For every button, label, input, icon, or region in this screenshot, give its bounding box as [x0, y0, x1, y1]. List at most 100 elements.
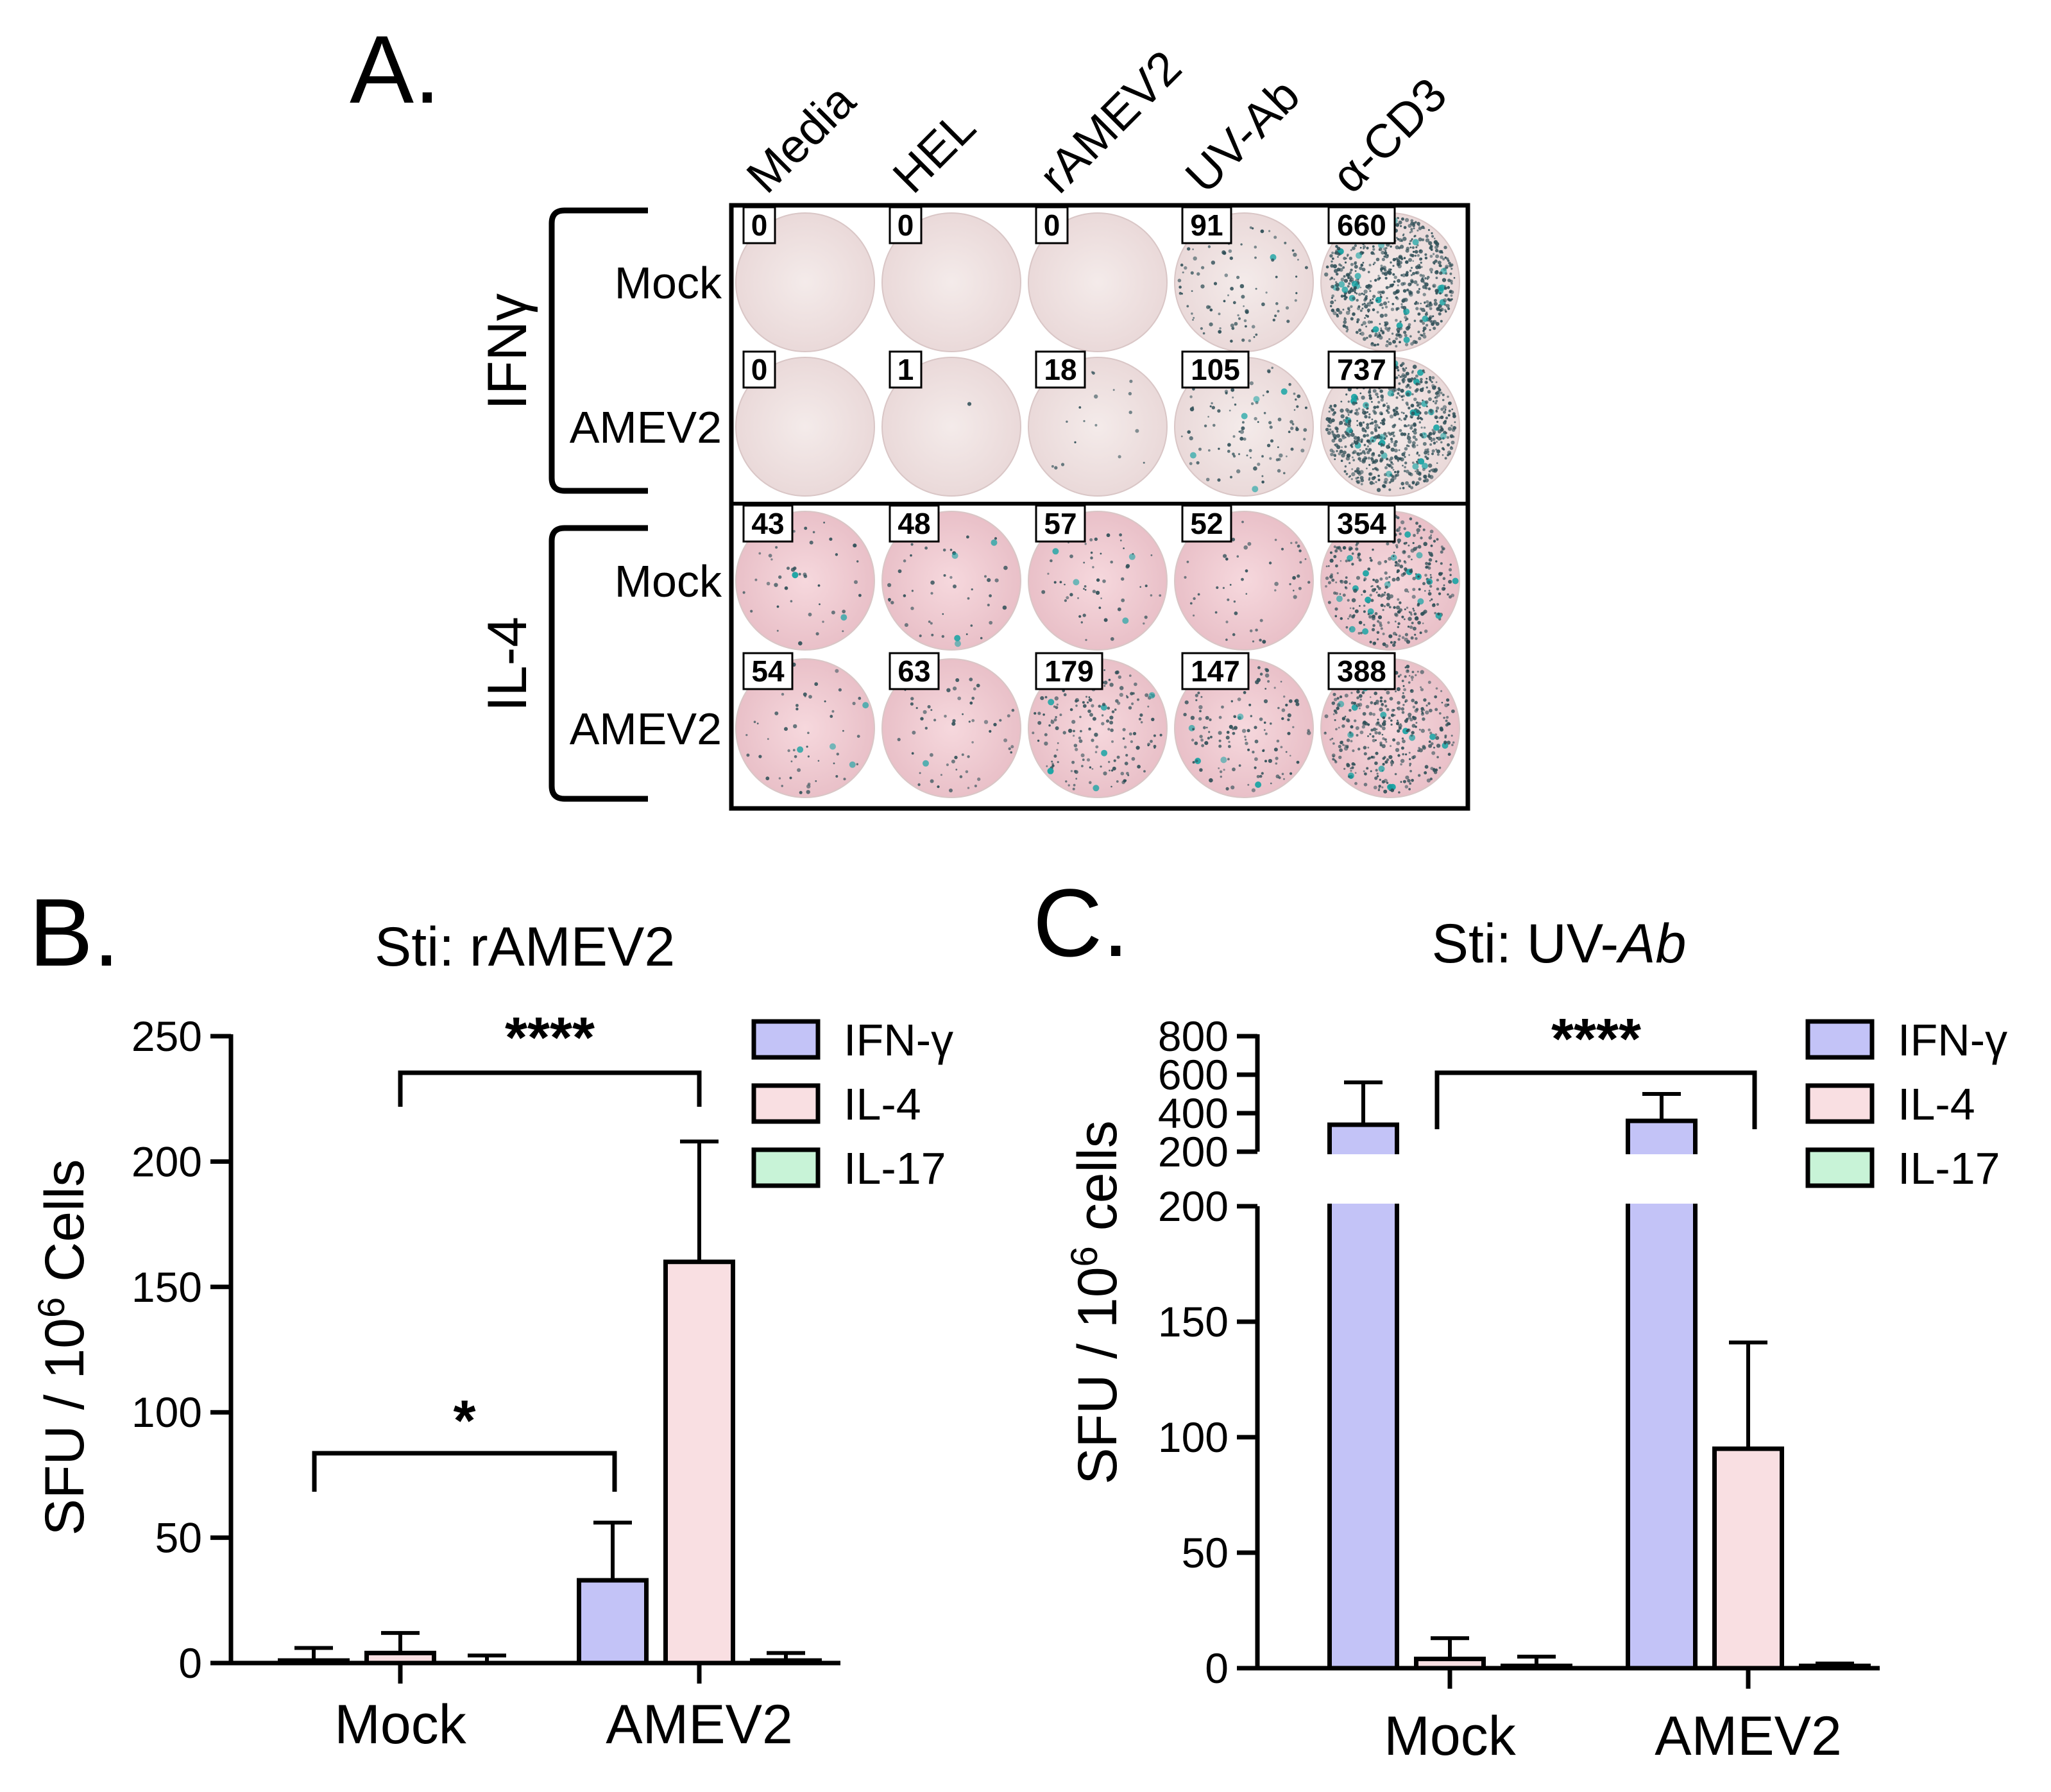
spot — [931, 633, 934, 636]
spot — [1186, 560, 1189, 563]
spot — [776, 605, 779, 608]
spot — [1363, 413, 1366, 415]
spot — [1328, 417, 1331, 421]
spot — [1356, 452, 1359, 456]
significance-label: **** — [1551, 1007, 1641, 1071]
spot — [1361, 303, 1364, 306]
spot — [1438, 712, 1442, 715]
panel-b-label: B. — [29, 878, 120, 986]
spot — [1122, 728, 1126, 731]
spot — [1327, 424, 1331, 427]
spot — [1229, 584, 1232, 586]
spot — [1409, 770, 1413, 772]
spot — [1367, 286, 1371, 290]
spot — [1391, 463, 1394, 465]
spot — [1400, 419, 1402, 422]
spot — [1200, 695, 1203, 698]
spot — [1376, 631, 1380, 635]
y-tick-label: 150 — [132, 1263, 202, 1311]
spot — [1329, 404, 1332, 407]
spot — [754, 578, 758, 581]
spot — [1411, 404, 1414, 407]
spot — [1272, 318, 1276, 321]
spot — [1350, 478, 1353, 481]
category-label: Mock — [334, 1694, 466, 1755]
plate-frame — [729, 203, 1470, 811]
spot — [1377, 789, 1381, 792]
spot — [930, 779, 934, 783]
spot — [1374, 761, 1378, 765]
spot — [1153, 734, 1156, 737]
spot — [1179, 286, 1182, 289]
spot — [1401, 679, 1404, 683]
spot — [1422, 293, 1426, 296]
spot — [1450, 446, 1452, 448]
spot — [1354, 781, 1357, 785]
spot — [1108, 678, 1111, 681]
spot — [814, 682, 819, 687]
spot — [1411, 670, 1415, 674]
spot — [1368, 477, 1371, 479]
spot — [1130, 692, 1134, 695]
spot — [1403, 542, 1406, 545]
spot — [1331, 753, 1336, 758]
spot — [1200, 284, 1205, 289]
spot — [1393, 448, 1398, 453]
spot — [1378, 332, 1381, 334]
spot — [1232, 435, 1236, 438]
spot — [1382, 484, 1386, 488]
spot — [1349, 615, 1351, 618]
spot — [1295, 541, 1298, 544]
spot — [1295, 275, 1298, 278]
spot — [1366, 308, 1370, 312]
spot — [1368, 394, 1372, 397]
spot — [1325, 565, 1328, 568]
spot — [1347, 775, 1350, 778]
spot — [1356, 424, 1359, 427]
spot — [1290, 426, 1294, 431]
spot — [1264, 760, 1267, 763]
spot — [1257, 463, 1261, 466]
spot — [1248, 448, 1252, 452]
spot — [1208, 449, 1211, 452]
spot — [765, 776, 770, 781]
spot — [815, 632, 819, 636]
spot — [1071, 760, 1075, 764]
spot — [1125, 564, 1130, 568]
spot — [1380, 627, 1383, 630]
spot — [1355, 409, 1359, 412]
spot — [1383, 789, 1388, 794]
spot — [1387, 431, 1391, 435]
spot — [1412, 260, 1415, 262]
spot — [1390, 284, 1394, 287]
spot — [1277, 310, 1280, 312]
spot — [1192, 728, 1195, 731]
spot — [1404, 608, 1406, 611]
spot — [1369, 481, 1374, 485]
spot — [1410, 676, 1414, 679]
spot — [1102, 703, 1106, 706]
spot — [1379, 624, 1383, 627]
spot — [1439, 284, 1446, 291]
spot — [1363, 610, 1366, 613]
spot — [1043, 713, 1045, 716]
spot — [1245, 742, 1248, 746]
spot — [1132, 731, 1137, 735]
spot — [1410, 266, 1413, 269]
spot — [1335, 282, 1340, 287]
well-spots — [1177, 217, 1308, 343]
spot — [1394, 620, 1397, 623]
spot — [1343, 580, 1348, 585]
spot — [1422, 622, 1424, 624]
spot — [1255, 333, 1258, 336]
spot — [1437, 387, 1440, 390]
spot — [1356, 307, 1361, 311]
spot — [1360, 479, 1365, 482]
spot — [1366, 434, 1369, 437]
spot — [1359, 730, 1364, 735]
spot — [1262, 640, 1266, 644]
spot — [1406, 392, 1410, 397]
spot — [1101, 714, 1104, 717]
spot — [1382, 726, 1386, 731]
spot — [1227, 598, 1230, 601]
